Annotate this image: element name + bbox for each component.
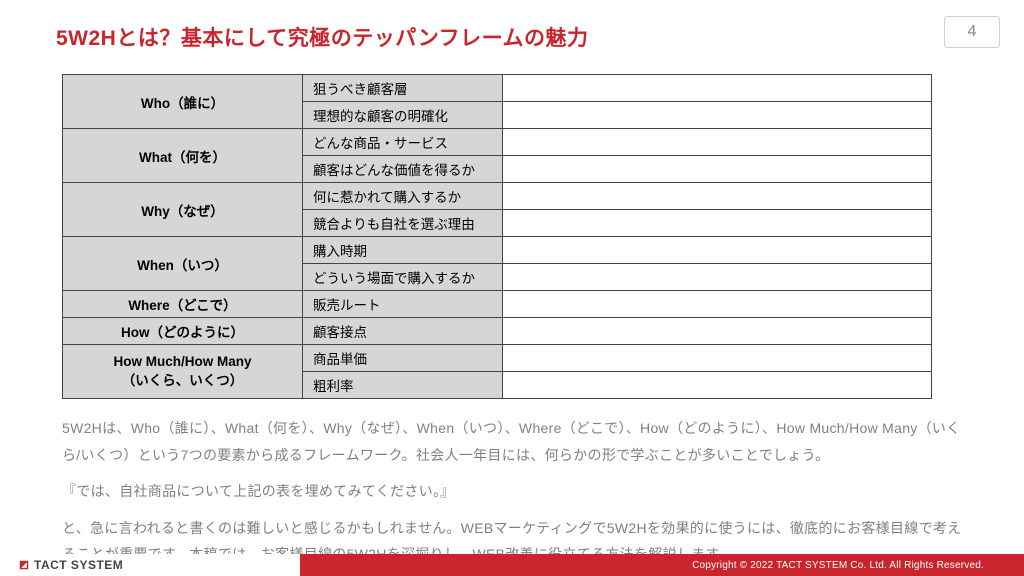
company-logo: TACT SYSTEM [18, 558, 123, 572]
row-label: Where（どこで） [63, 291, 303, 318]
row-label: Why（なぜ） [63, 183, 303, 237]
row-label: When（いつ） [63, 237, 303, 291]
row-detail: どういう場面で購入するか [303, 264, 503, 291]
logo-icon [16, 557, 33, 574]
footer-left: TACT SYSTEM [0, 554, 300, 576]
footer-right: Copyright © 2022 TACT SYSTEM Co. Ltd. Al… [300, 554, 1024, 576]
row-detail: 何に惹かれて購入するか [303, 183, 503, 210]
body-paragraph: 5W2Hは、Who（誰に）、What（何を）、Why（なぜ）、When（いつ）、… [56, 415, 976, 468]
slide-title: 5W2Hとは？基本にして究極のテッパンフレームの魅力 [56, 22, 976, 52]
row-blank [503, 129, 932, 156]
row-blank [503, 183, 932, 210]
row-detail: 商品単価 [303, 345, 503, 372]
row-detail: 販売ルート [303, 291, 503, 318]
row-detail: 購入時期 [303, 237, 503, 264]
row-label: Who（誰に） [63, 75, 303, 129]
row-blank [503, 210, 932, 237]
slide-content: 4 5W2Hとは？基本にして究極のテッパンフレームの魅力 Who（誰に） 狙うべ… [0, 0, 1024, 576]
slide-footer: TACT SYSTEM Copyright © 2022 TACT SYSTEM… [0, 554, 1024, 576]
row-blank [503, 156, 932, 183]
row-blank [503, 372, 932, 399]
row-detail: 理想的な顧客の明確化 [303, 102, 503, 129]
row-blank [503, 291, 932, 318]
framework-table: Who（誰に） 狙うべき顧客層 理想的な顧客の明確化 What（何を） どんな商… [62, 74, 932, 399]
row-detail: 顧客接点 [303, 318, 503, 345]
logo-text: TACT SYSTEM [34, 558, 123, 572]
row-label: How（どのように） [63, 318, 303, 345]
copyright-text: Copyright © 2022 TACT SYSTEM Co. Ltd. Al… [692, 560, 984, 571]
row-blank [503, 264, 932, 291]
row-blank [503, 237, 932, 264]
row-label: What（何を） [63, 129, 303, 183]
row-detail: どんな商品・サービス [303, 129, 503, 156]
row-detail: 粗利率 [303, 372, 503, 399]
row-label: How Much/How Many （いくら、いくつ） [63, 345, 303, 399]
row-detail: 顧客はどんな価値を得るか [303, 156, 503, 183]
row-label-line2: （いくら、いくつ） [122, 373, 244, 388]
row-blank [503, 318, 932, 345]
row-detail: 狙うべき顧客層 [303, 75, 503, 102]
row-blank [503, 75, 932, 102]
body-paragraph: 『では、自社商品について上記の表を埋めてみてください。』 [56, 478, 976, 505]
page-number-badge: 4 [944, 16, 1000, 48]
page-number: 4 [968, 23, 977, 41]
row-label-line1: How Much/How Many [114, 354, 252, 369]
row-detail: 競合よりも自社を選ぶ理由 [303, 210, 503, 237]
row-blank [503, 345, 932, 372]
row-blank [503, 102, 932, 129]
